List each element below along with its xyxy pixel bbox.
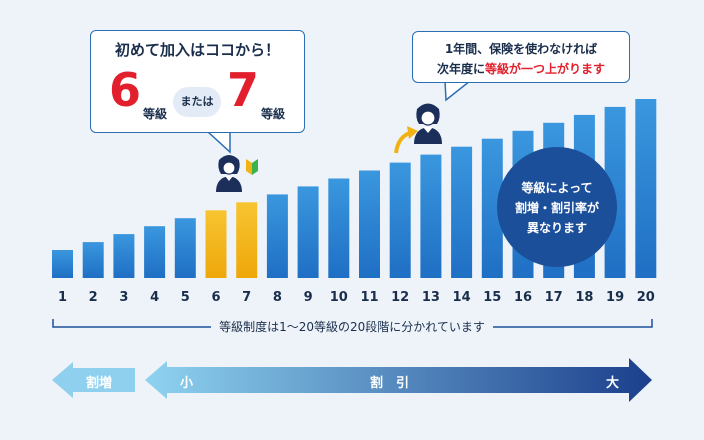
tick-label-grade-10: 10 (330, 290, 348, 305)
tick-label-grade-9: 9 (304, 290, 313, 305)
first-enrollment-callout: 初めて加入はココから！ 6 等級 または 7 等級 (90, 30, 305, 133)
discount-label: 割 引 (370, 376, 410, 391)
curved-up-arrow-icon (394, 126, 418, 154)
rate-note-line-2: 割増・割引率が (514, 201, 599, 215)
bar-grade-6 (205, 210, 227, 278)
discount-arrow (145, 358, 652, 402)
bar-grade-2 (82, 242, 104, 278)
bar-grade-8 (266, 194, 288, 278)
tick-label-grade-4: 4 (150, 290, 159, 305)
tick-label-grade-2: 2 (89, 290, 98, 305)
tick-label-grade-20: 20 (637, 290, 655, 305)
tick-label-grade-19: 19 (606, 290, 624, 305)
tick-label-grade-11: 11 (360, 290, 378, 305)
rate-note-line-1: 等級によって (521, 181, 593, 195)
tick-label-grade-15: 15 (483, 290, 501, 305)
user-upgraded-icon (414, 103, 442, 144)
rate-note-line-3: 異なります (526, 221, 587, 235)
tick-label-grade-16: 16 (514, 290, 532, 305)
tick-label-grade-13: 13 (422, 290, 440, 305)
grade-system-caption-text: 等級制度は1〜20等級の20段階に分かれています (211, 320, 493, 334)
bar-grade-11 (359, 170, 380, 278)
bar-grade-20 (635, 99, 657, 278)
surcharge-label: 割増 (86, 376, 113, 391)
tick-label-grade-12: 12 (391, 290, 409, 305)
bar-grade-7 (236, 202, 258, 278)
tick-label-grade-3: 3 (119, 290, 128, 305)
discount-large-label: 大 (606, 376, 620, 391)
tick-label-grade-7: 7 (242, 290, 251, 305)
upgrade-line-2: 次年度に等級が一つ上がります (413, 60, 629, 77)
tick-label-grade-8: 8 (273, 290, 282, 305)
tick-label-grade-17: 17 (545, 290, 563, 305)
grade-system-caption: 等級制度は1〜20等級の20段階に分かれています (0, 318, 704, 335)
tick-label-grade-6: 6 (211, 290, 220, 305)
upgrade-line-2-highlight: 等級が一つ上がります (485, 62, 606, 76)
upgrade-line-2-prefix: 次年度に (436, 62, 485, 76)
bar-grade-14 (451, 146, 473, 278)
user-with-beginner-mark-icon (216, 155, 258, 192)
tick-label-grade-14: 14 (453, 290, 471, 305)
bar-grade-10 (328, 178, 350, 278)
tick-label-grade-18: 18 (575, 290, 593, 305)
or-badge: または (173, 87, 221, 117)
bar-grade-1 (52, 250, 73, 278)
bar-grade-12 (389, 162, 411, 278)
grade-7-number: 7 (227, 63, 260, 117)
bar-grade-13 (420, 154, 442, 278)
discount-small-label: 小 (180, 376, 194, 391)
tick-label-grade-1: 1 (58, 290, 67, 305)
surcharge-arrow (52, 362, 135, 398)
grade-7-unit: 等級 (261, 107, 286, 121)
tick-label-grade-5: 5 (181, 290, 190, 305)
bar-grade-9 (297, 186, 319, 278)
upgrade-callout: 1年間、保険を使わなければ 次年度に等級が一つ上がります (412, 31, 630, 83)
first-enrollment-title: 初めて加入はココから！ (114, 41, 280, 59)
grade-6-unit: 等級 (143, 107, 168, 121)
upgrade-line-1: 1年間、保険を使わなければ (444, 42, 598, 56)
grade-6-number: 6 (109, 63, 142, 117)
bar-grade-15 (481, 138, 503, 278)
bar-grade-5 (174, 218, 196, 278)
bar-grade-4 (144, 226, 166, 278)
rate-note-circle: 等級によって 割増・割引率が 異なります (497, 147, 617, 267)
bar-grade-3 (113, 234, 135, 278)
